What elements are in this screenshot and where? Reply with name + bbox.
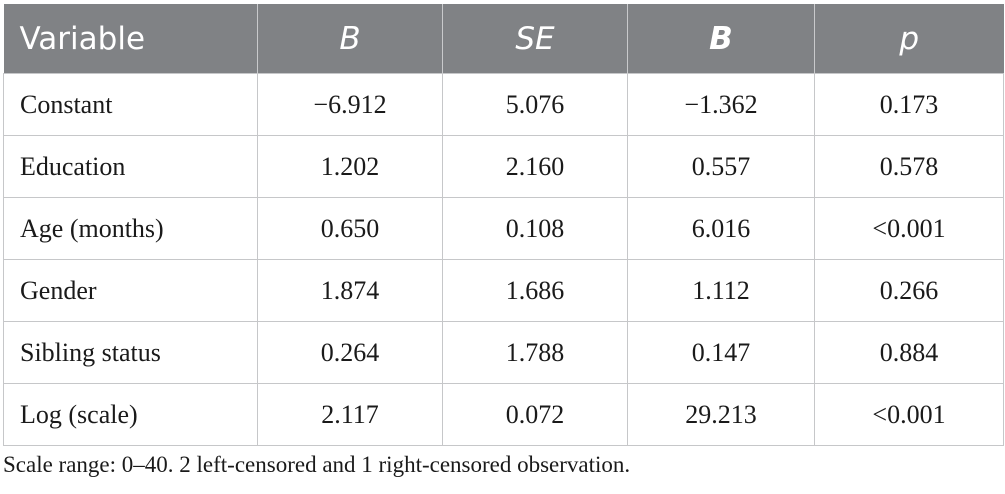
cell-b: 1.874: [257, 259, 443, 322]
regression-table: Variable B SE B p Constant −6.912 5.076 …: [3, 4, 1004, 446]
cell-beta: 29.213: [627, 383, 815, 446]
header-b: B: [257, 4, 443, 74]
header-se: SE: [442, 4, 628, 74]
header-beta: B: [627, 4, 815, 74]
header-p: p: [814, 4, 1004, 74]
cell-p: 0.884: [814, 321, 1004, 384]
regression-table-container: Variable B SE B p Constant −6.912 5.076 …: [3, 4, 1004, 446]
cell-se: 5.076: [442, 73, 628, 136]
cell-variable: Constant: [3, 73, 258, 136]
cell-variable: Age (months): [3, 197, 258, 260]
cell-beta: 0.557: [627, 135, 815, 198]
cell-se: 0.072: [442, 383, 628, 446]
cell-p: 0.266: [814, 259, 1004, 322]
table-row: Education 1.202 2.160 0.557 0.578: [3, 135, 1004, 198]
cell-p: <0.001: [814, 197, 1004, 260]
cell-b: 0.650: [257, 197, 443, 260]
cell-variable: Gender: [3, 259, 258, 322]
cell-se: 2.160: [442, 135, 628, 198]
cell-p: <0.001: [814, 383, 1004, 446]
header-variable: Variable: [3, 4, 258, 74]
cell-se: 1.788: [442, 321, 628, 384]
table-row: Sibling status 0.264 1.788 0.147 0.884: [3, 321, 1004, 384]
table-row: Age (months) 0.650 0.108 6.016 <0.001: [3, 197, 1004, 260]
cell-variable: Sibling status: [3, 321, 258, 384]
cell-b: −6.912: [257, 73, 443, 136]
cell-b: 2.117: [257, 383, 443, 446]
table-row: Constant −6.912 5.076 −1.362 0.173: [3, 73, 1004, 136]
table-header: Variable B SE B p: [3, 4, 1004, 74]
cell-b: 0.264: [257, 321, 443, 384]
cell-variable: Education: [3, 135, 258, 198]
cell-beta: 1.112: [627, 259, 815, 322]
cell-p: 0.173: [814, 73, 1004, 136]
cell-p: 0.578: [814, 135, 1004, 198]
table-row: Gender 1.874 1.686 1.112 0.266: [3, 259, 1004, 322]
cell-beta: 0.147: [627, 321, 815, 384]
cell-se: 0.108: [442, 197, 628, 260]
cell-se: 1.686: [442, 259, 628, 322]
cell-variable: Log (scale): [3, 383, 258, 446]
header-row: Variable B SE B p: [3, 4, 1004, 74]
table-row: Log (scale) 2.117 0.072 29.213 <0.001: [3, 383, 1004, 446]
table-body: Constant −6.912 5.076 −1.362 0.173 Educa…: [3, 73, 1004, 446]
cell-beta: 6.016: [627, 197, 815, 260]
cell-b: 1.202: [257, 135, 443, 198]
cell-beta: −1.362: [627, 73, 815, 136]
table-footnote: Scale range: 0–40. 2 left-censored and 1…: [3, 452, 631, 477]
